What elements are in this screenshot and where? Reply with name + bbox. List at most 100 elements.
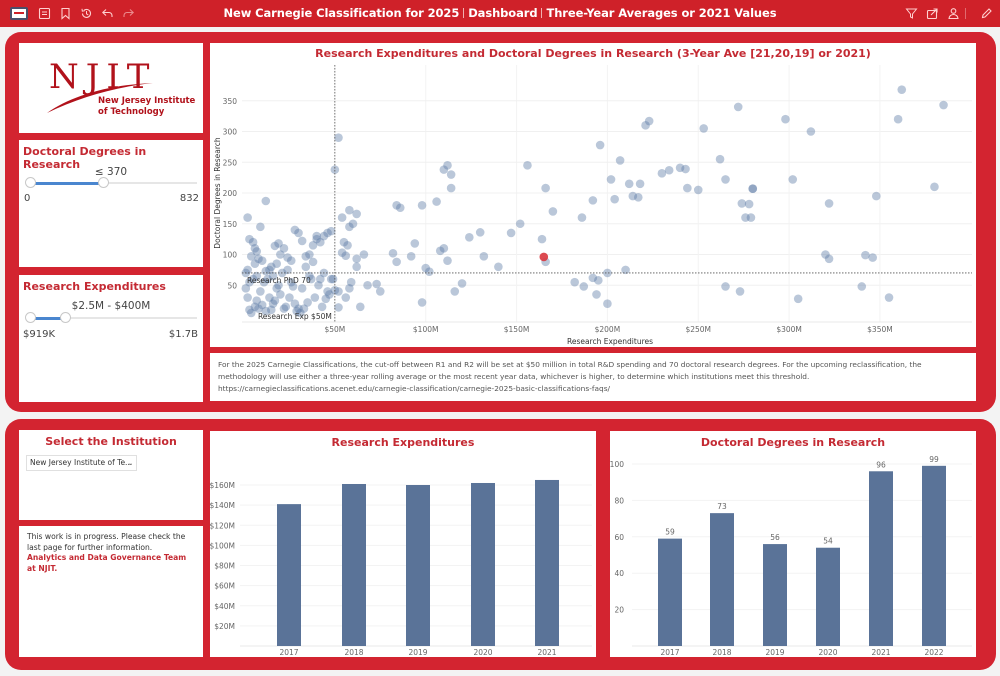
scatter-point[interactable] <box>312 231 321 241</box>
scatter-point[interactable] <box>417 201 427 210</box>
bookmark-icon[interactable] <box>59 7 72 20</box>
bar[interactable] <box>535 479 559 646</box>
doctoral-bar-chart[interactable]: 20 40 60 80 100 59 2017 73 2018 56 2019 54 2020 96 202… <box>610 431 976 657</box>
scatter-point[interactable] <box>721 282 730 291</box>
scatter-point[interactable] <box>635 179 645 189</box>
scatter-point[interactable] <box>388 248 398 258</box>
scatter-point[interactable] <box>621 265 630 275</box>
scatter-point[interactable] <box>325 290 334 299</box>
scatter-point[interactable] <box>312 234 321 244</box>
scatter-point[interactable] <box>664 165 674 175</box>
scatter-point[interactable] <box>868 253 877 262</box>
scatter-point[interactable] <box>603 299 612 309</box>
scatter-point[interactable] <box>276 290 285 299</box>
scatter-point[interactable] <box>243 265 252 275</box>
scatter-point[interactable] <box>272 284 282 293</box>
scatter-point[interactable] <box>494 262 503 272</box>
team-link[interactable]: Analytics and Data Governance Team at NJ… <box>27 553 187 573</box>
scatter-point[interactable] <box>715 154 725 164</box>
scatter-point[interactable] <box>657 169 667 178</box>
scatter-point[interactable] <box>479 252 489 261</box>
scatter-plot[interactable]: 50 $50M 100 $100M 150 $150M 200 $200M 250 $250M 30… <box>210 43 976 347</box>
bar[interactable] <box>406 485 430 646</box>
scatter-point[interactable] <box>352 262 361 272</box>
bar[interactable] <box>763 544 787 646</box>
scatter-point[interactable] <box>506 228 516 238</box>
institution-dropdown[interactable]: New Jersey Institute of Te... ⌄ <box>26 455 137 471</box>
scatter-point[interactable] <box>633 193 643 202</box>
scatter-point[interactable] <box>321 294 331 304</box>
scatter-point[interactable] <box>296 308 305 318</box>
scatter-point[interactable] <box>693 185 703 195</box>
scatter-point[interactable] <box>292 306 301 316</box>
scatter-point[interactable] <box>308 240 318 250</box>
scatter-point[interactable] <box>595 140 605 150</box>
scatter-point[interactable] <box>523 161 532 170</box>
scatter-point[interactable] <box>348 219 358 229</box>
bar[interactable] <box>277 504 301 646</box>
scatter-point[interactable] <box>310 293 320 302</box>
scatter-point[interactable] <box>417 298 427 307</box>
scatter-point[interactable] <box>861 250 870 260</box>
slider-min-thumb[interactable] <box>25 312 36 323</box>
scatter-point[interactable] <box>268 299 278 309</box>
scatter-point[interactable] <box>824 254 834 264</box>
scatter-point[interactable] <box>319 231 329 241</box>
scatter-point[interactable] <box>250 244 260 253</box>
scatter-point[interactable] <box>435 246 445 256</box>
user-icon[interactable] <box>947 7 960 20</box>
slider-min-thumb[interactable] <box>25 177 36 188</box>
scatter-point[interactable] <box>603 268 612 278</box>
scatter-point[interactable] <box>245 305 254 315</box>
scatter-point[interactable] <box>793 294 803 304</box>
scatter-point[interactable] <box>286 256 296 265</box>
scatter-point[interactable] <box>737 199 747 208</box>
scatter-point[interactable] <box>316 274 325 284</box>
bar[interactable] <box>922 465 946 646</box>
scatter-point[interactable] <box>515 219 525 229</box>
scatter-point[interactable] <box>323 228 332 238</box>
scatter-point[interactable] <box>288 282 298 291</box>
filter-icon[interactable] <box>905 7 918 20</box>
scatter-point[interactable] <box>337 248 347 257</box>
scatter-point[interactable] <box>243 213 252 222</box>
highlighted-institution-point[interactable] <box>539 252 549 262</box>
scatter-point[interactable] <box>301 252 311 261</box>
scatter-point[interactable] <box>290 299 300 309</box>
scatter-point[interactable] <box>254 254 263 264</box>
scatter-point[interactable] <box>443 256 452 265</box>
scatter-point[interactable] <box>432 197 441 206</box>
slider-max-thumb[interactable] <box>98 177 109 188</box>
scatter-point[interactable] <box>334 303 343 312</box>
scatter-point[interactable] <box>594 276 603 285</box>
scatter-point[interactable] <box>290 225 300 235</box>
scatter-point[interactable] <box>330 165 340 174</box>
scatter-point[interactable] <box>570 277 579 287</box>
scatter-point[interactable] <box>884 293 894 302</box>
bar[interactable] <box>710 513 734 646</box>
expenditure-bar-chart[interactable]: $20M $40M $60M $80M $100M $120M $140M $160M 2017… <box>210 431 596 657</box>
table-of-contents-icon[interactable] <box>38 7 51 20</box>
scatter-point[interactable] <box>548 207 558 216</box>
scatter-point[interactable] <box>699 124 709 133</box>
scatter-point[interactable] <box>537 234 547 244</box>
scatter-point[interactable] <box>345 284 354 293</box>
slider-max-thumb[interactable] <box>60 312 71 323</box>
scatter-point[interactable] <box>341 251 351 261</box>
scatter-point[interactable] <box>259 277 269 287</box>
scatter-point[interactable] <box>270 296 280 305</box>
scatter-point[interactable] <box>857 282 867 291</box>
scatter-point[interactable] <box>824 199 834 208</box>
scatter-point[interactable] <box>410 239 420 248</box>
scatter-point[interactable] <box>334 133 343 142</box>
scatter-point[interactable] <box>328 274 338 284</box>
scatter-point[interactable] <box>323 287 332 296</box>
scatter-point[interactable] <box>746 213 756 222</box>
scatter-point[interactable] <box>644 116 654 126</box>
scatter-point[interactable] <box>252 247 262 256</box>
scatter-point[interactable] <box>279 304 289 313</box>
scatter-point[interactable] <box>303 298 312 307</box>
scatter-point[interactable] <box>326 274 336 284</box>
scatter-point[interactable] <box>248 237 258 247</box>
scatter-point[interactable] <box>245 234 254 244</box>
